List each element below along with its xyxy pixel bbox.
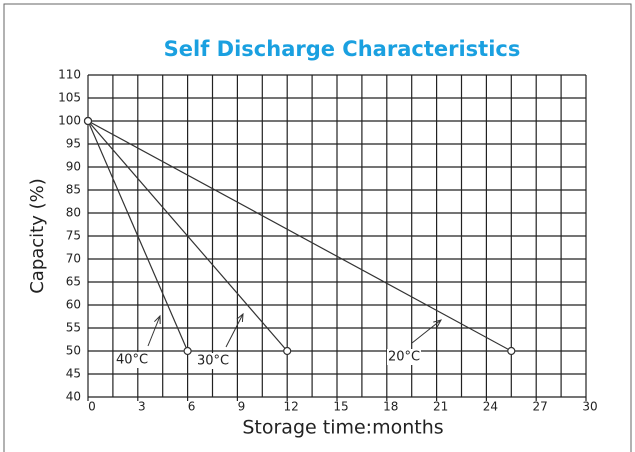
x-tick-label: 27: [533, 400, 548, 414]
y-tick-label: 95: [66, 137, 81, 151]
y-tick-label: 100: [58, 114, 81, 128]
data-point: [507, 346, 516, 356]
label-bg: [115, 352, 149, 368]
label-bg: [387, 349, 421, 365]
y-tick-label: 80: [66, 206, 81, 220]
y-tick-label: 55: [66, 321, 81, 335]
arrow: [411, 319, 442, 344]
series-label: 30°C: [197, 354, 229, 369]
y-tick-label: 110: [58, 68, 81, 82]
series-label: 40°C: [116, 353, 148, 368]
y-tick-label: 105: [58, 91, 81, 105]
y-tick-label: 90: [66, 160, 81, 174]
arrow: [225, 313, 244, 348]
y-tick-label: 60: [66, 298, 81, 312]
arrow-head: [236, 312, 244, 323]
x-tick-label: 18: [383, 400, 398, 414]
x-tick-label: 9: [238, 400, 246, 414]
y-tick-label: 85: [66, 183, 81, 197]
x-axis-label: Storage time:months: [242, 417, 443, 439]
x-tick-label: 0: [88, 400, 96, 414]
frame: [3, 3, 632, 452]
y-tick-label: 50: [66, 344, 81, 358]
series-line: [87, 120, 288, 352]
series-label: 20°C: [388, 350, 420, 365]
arrow-head: [154, 314, 161, 325]
data-point: [183, 346, 192, 356]
x-tick-label: 3: [138, 400, 146, 414]
y-tick-label: 40: [66, 390, 81, 404]
y-tick-label: 70: [66, 252, 81, 266]
x-tick-label: 15: [333, 400, 348, 414]
x-tick-label: 6: [188, 400, 196, 414]
series-line: [87, 120, 512, 352]
data-point: [83, 116, 93, 126]
x-tick-label: 21: [433, 400, 448, 414]
arrow: [147, 315, 161, 347]
x-tick-label: 12: [284, 400, 299, 414]
data-point: [283, 346, 292, 356]
x-tick-label: 30: [582, 400, 597, 414]
y-tick-label: 75: [66, 229, 81, 243]
x-tick-label: 24: [483, 400, 498, 414]
y-tick-label: 65: [66, 275, 81, 289]
arrow-head: [433, 319, 443, 328]
y-axis-label: Capacity (%): [27, 178, 48, 294]
y-tick-label: 45: [66, 367, 81, 381]
chart-title: Self Discharge Characteristics: [164, 37, 521, 61]
label-bg: [196, 353, 230, 369]
series-line: [87, 120, 189, 352]
